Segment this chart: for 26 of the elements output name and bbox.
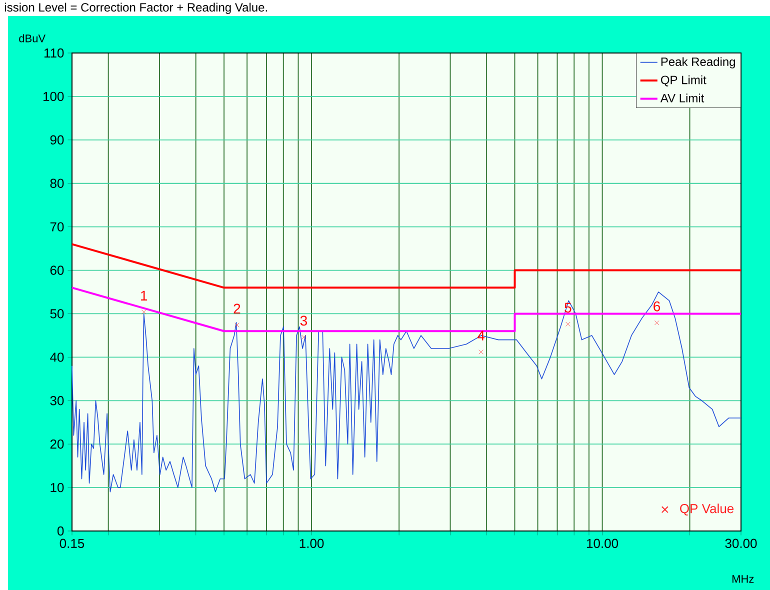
y-tick-label: 50	[50, 309, 64, 318]
y-tick-label: 70	[50, 222, 64, 232]
annotation: 1	[141, 290, 148, 300]
y-tick-label: 0	[57, 526, 64, 536]
y-tick-label: 20	[50, 439, 64, 449]
y-tick-label: 80	[50, 178, 64, 188]
annotation: 3	[300, 316, 308, 326]
x-axis-title: MHz	[732, 575, 754, 583]
y-tick-label: 30	[50, 396, 64, 406]
annotation: 6	[654, 301, 660, 312]
legend-label: AV Limit	[660, 94, 704, 102]
x-tick-label: 0.15	[60, 538, 84, 548]
y-tick-label: 40	[50, 352, 64, 362]
y-tick-label: 110	[44, 48, 64, 58]
y-axis-title: dBuV	[19, 34, 46, 42]
y-tick-label: 60	[50, 266, 64, 275]
y-tick-label: 90	[50, 135, 64, 145]
annotation: 2	[234, 304, 240, 314]
legend-label: Peak Reading	[661, 57, 735, 68]
chart-title: ission Level = Correction Factor + Reading Value.	[5, 2, 267, 14]
y-tick-label: 10	[50, 482, 64, 492]
y-tick-label: 100	[44, 92, 64, 102]
x-tick-label: 30.00	[725, 538, 757, 548]
x-tick-label: 10.00	[587, 538, 618, 548]
x-tick-label: 1.00	[300, 538, 324, 548]
legend-label: QP Limit	[660, 75, 706, 86]
